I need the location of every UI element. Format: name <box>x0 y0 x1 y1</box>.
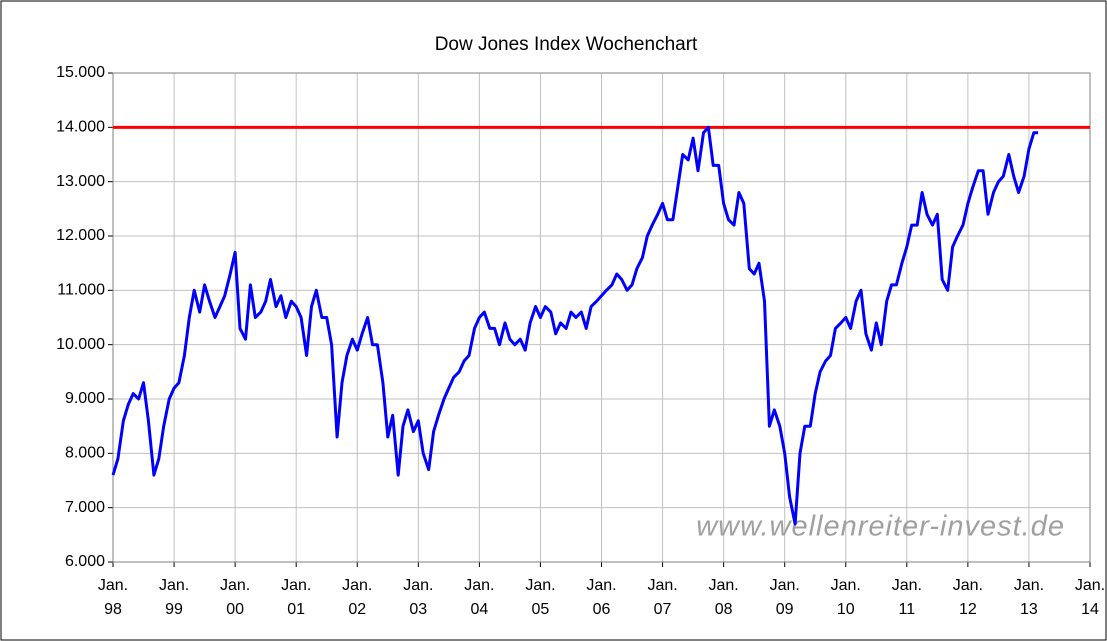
y-tick-label: 9.000 <box>65 390 105 407</box>
watermark: www.wellenreiter-invest.de <box>696 511 1065 543</box>
y-tick-label: 14.000 <box>56 119 105 136</box>
y-tick-label: 15.000 <box>56 64 105 81</box>
x-tick-label: Jan. 05 <box>525 577 556 618</box>
x-tick-label: Jan. 07 <box>647 577 678 618</box>
y-tick-label: 10.000 <box>56 336 105 353</box>
x-tick-label: Jan. 14 <box>1074 577 1106 618</box>
y-tick-label: 8.000 <box>65 445 105 462</box>
chart-title: Dow Jones Index Wochenchart <box>435 34 698 55</box>
x-tick-label: Jan. 10 <box>830 577 861 618</box>
plot-border <box>112 72 1091 563</box>
y-tick-label: 6.000 <box>65 553 105 570</box>
x-tick-label: Jan. 12 <box>952 577 983 618</box>
x-tick-label: Jan. 06 <box>586 577 617 618</box>
x-tick-label: Jan. 08 <box>708 577 739 618</box>
y-tick-label: 7.000 <box>65 499 105 516</box>
x-tick-label: Jan. 01 <box>281 577 312 618</box>
x-tick-label: Jan. 99 <box>158 577 190 618</box>
y-tick-label: 12.000 <box>56 227 105 244</box>
x-tick-label: Jan. 11 <box>891 577 922 618</box>
x-tick-label: Jan. 03 <box>403 577 434 618</box>
x-tick-label: Jan. 98 <box>97 577 129 618</box>
x-tick-label: Jan. 13 <box>1013 577 1045 618</box>
x-tick-label: Jan. 00 <box>220 577 251 618</box>
y-tick-label: 11.000 <box>57 282 105 299</box>
x-tick-label: Jan. 04 <box>464 577 495 618</box>
y-tick-label: 13.000 <box>56 173 105 190</box>
x-tick-label: Jan. 02 <box>342 577 373 618</box>
data-line <box>111 125 1039 526</box>
x-tick-label: Jan. 09 <box>769 577 800 618</box>
